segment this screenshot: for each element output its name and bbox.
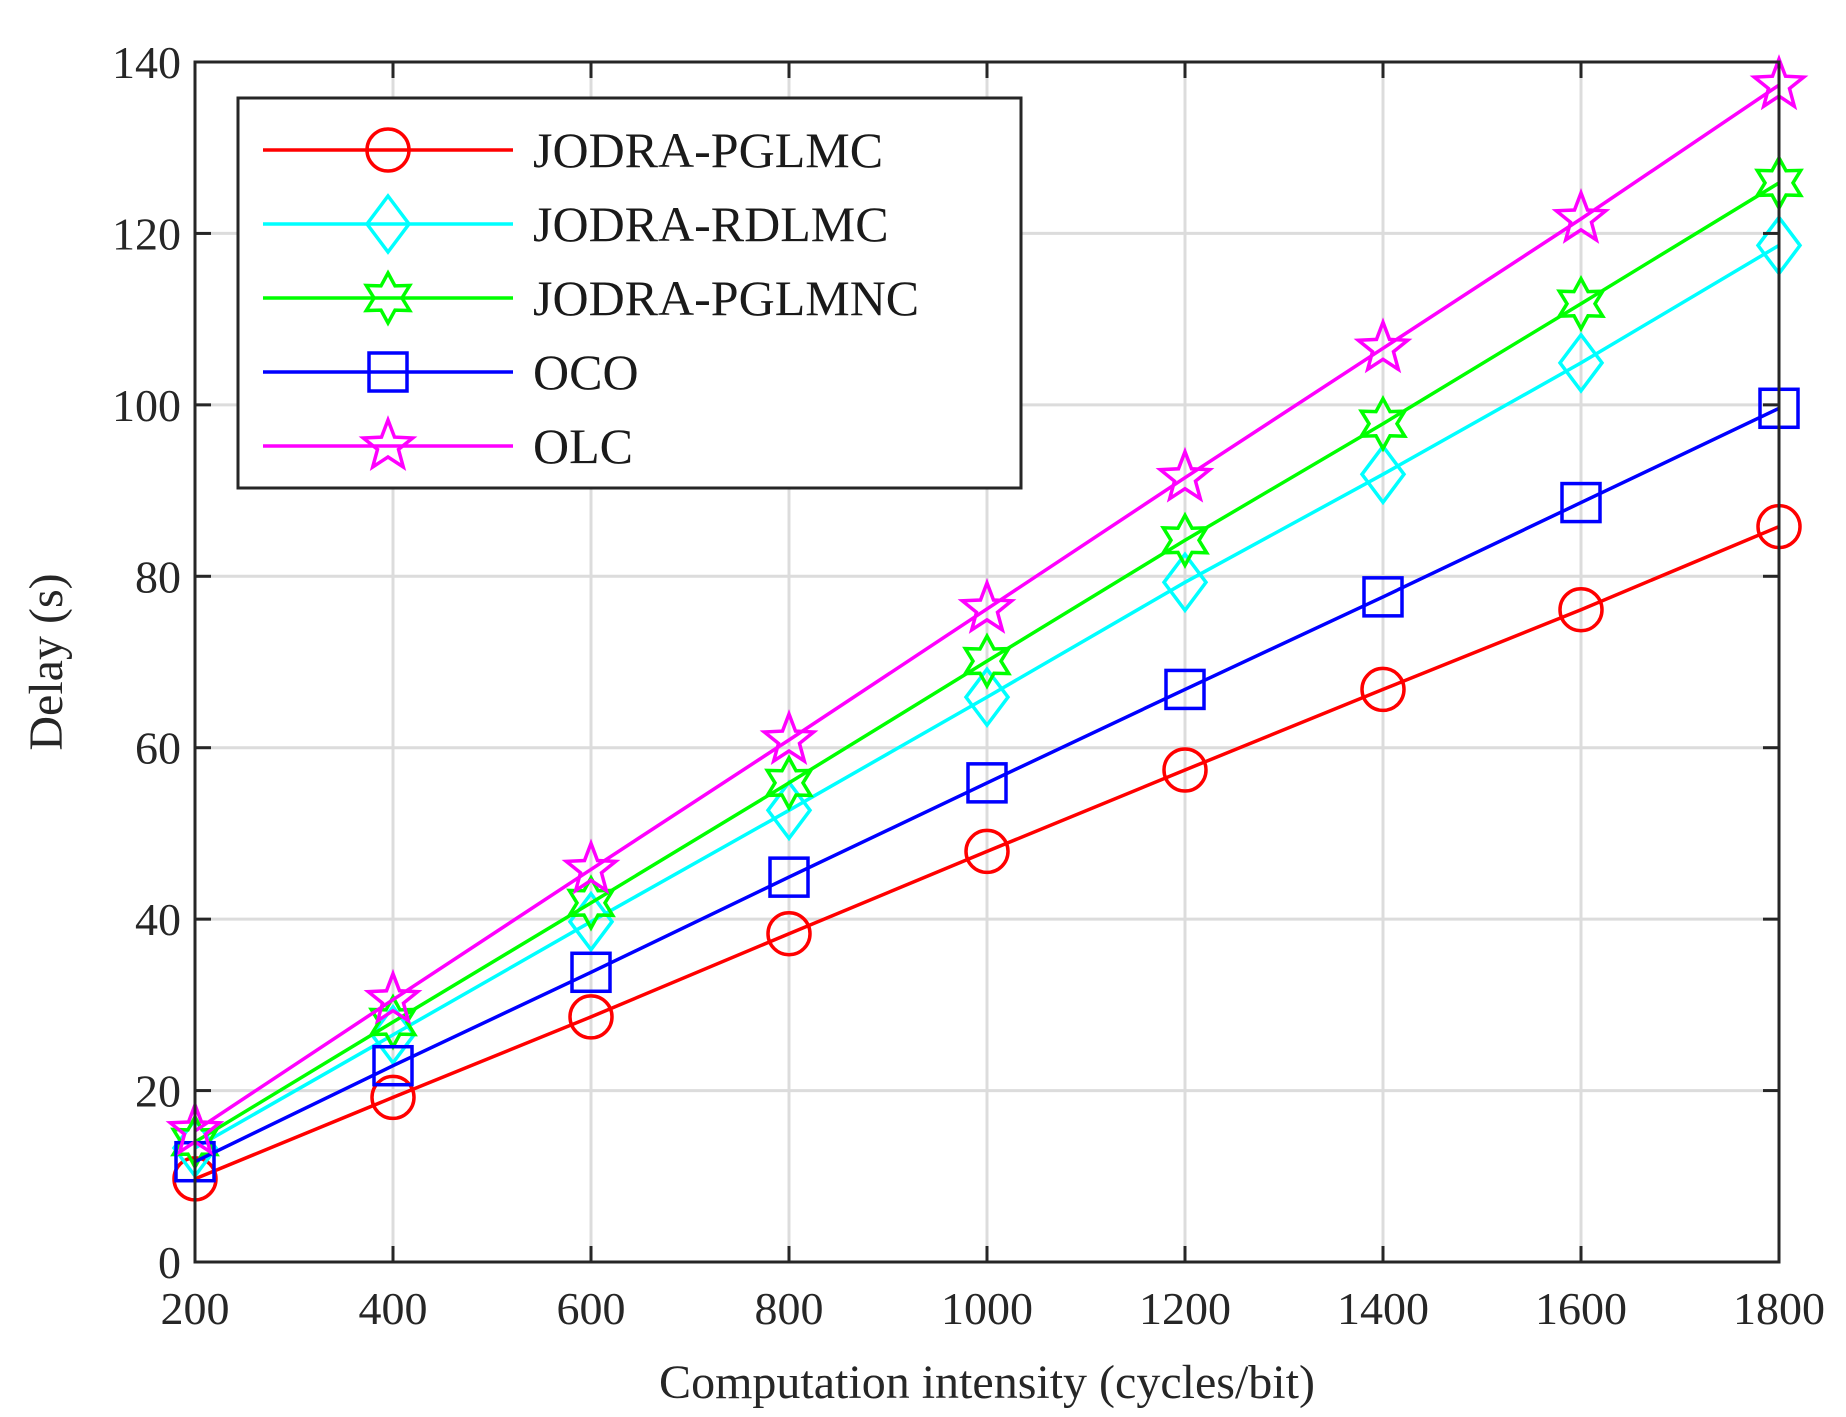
data-point-marker <box>1161 551 1209 614</box>
x-tick-label: 1600 <box>1535 1283 1627 1334</box>
series-olc <box>165 54 1809 1156</box>
legend-marker <box>367 351 409 393</box>
legend-marker <box>364 193 412 255</box>
x-tick-label: 1400 <box>1337 1283 1429 1334</box>
y-tick-label: 20 <box>135 1066 181 1117</box>
x-tick-label: 1000 <box>941 1283 1033 1334</box>
data-point-marker <box>566 874 616 932</box>
y-tick-label: 60 <box>135 723 181 774</box>
data-point-marker <box>768 856 810 898</box>
series-oco <box>174 387 1800 1183</box>
legend-item: JODRA-RDLMC <box>263 193 889 255</box>
data-point-marker <box>765 779 813 842</box>
x-axis-title: Computation intensity (cycles/bit) <box>659 1356 1315 1409</box>
legend-item: JODRA-PGLMC <box>263 122 883 178</box>
y-tick-label: 120 <box>112 208 181 259</box>
x-tick-label: 400 <box>359 1283 428 1334</box>
series-line <box>194 83 1780 1133</box>
data-point-marker <box>759 709 819 765</box>
series-line <box>194 181 1780 1144</box>
data-point-marker <box>766 910 812 957</box>
legend-label: JODRA-PGLMC <box>533 122 883 178</box>
data-point-marker <box>1560 481 1602 524</box>
series-jodra-pglmnc <box>170 154 1804 1171</box>
data-point-marker <box>1160 511 1210 569</box>
legend: JODRA-PGLMC JODRA-RDLMC JODRA-PGLMNC OCO OLC <box>236 96 1023 490</box>
data-point-marker <box>957 577 1017 634</box>
data-point-marker <box>962 632 1012 690</box>
data-point-marker <box>369 1003 417 1066</box>
data-point-marker <box>568 994 614 1040</box>
data-point-marker <box>570 951 612 994</box>
y-tick-label: 80 <box>135 551 181 602</box>
data-point-marker <box>363 968 423 1025</box>
series-layer <box>165 54 1809 1202</box>
data-point-marker <box>1360 666 1406 713</box>
x-tick-label: 600 <box>557 1283 626 1334</box>
data-point-marker <box>561 838 621 895</box>
legend-marker <box>365 127 411 173</box>
y-axis-title: Delay (s) <box>20 573 73 750</box>
data-point-marker <box>1557 331 1605 394</box>
data-point-marker <box>764 754 814 812</box>
series-line <box>194 243 1780 1150</box>
y-tick-label: 100 <box>112 380 181 431</box>
data-point-marker <box>370 1074 416 1121</box>
legend-label: JODRA-PGLMNC <box>533 270 919 326</box>
data-point-marker <box>1162 747 1208 793</box>
series-line <box>194 524 1780 1181</box>
legend-marker <box>358 415 418 471</box>
x-tick-label: 800 <box>755 1283 824 1334</box>
legend-item: OLC <box>263 415 633 474</box>
data-point-marker <box>1551 187 1611 244</box>
data-point-marker <box>1155 446 1215 503</box>
data-point-marker <box>1358 395 1408 453</box>
data-point-marker <box>964 828 1010 875</box>
x-tick-label: 1200 <box>1139 1283 1231 1334</box>
y-tick-label: 0 <box>158 1237 181 1288</box>
legend-item: JODRA-PGLMNC <box>263 269 919 327</box>
axis-ticks: 200 400 600 800 1000 1200 1400 1600 1800 0 20 40 60 8… <box>112 37 1825 1334</box>
data-point-marker <box>1362 576 1404 618</box>
legend-marker <box>363 269 413 327</box>
y-tick-label: 40 <box>135 894 181 945</box>
legend-box <box>236 96 1023 490</box>
data-point-marker <box>1164 668 1206 711</box>
series-line <box>194 406 1780 1164</box>
data-point-marker <box>1353 317 1413 374</box>
legend-item: OCO <box>263 344 639 400</box>
legend-label: JODRA-RDLMC <box>533 196 889 252</box>
x-tick-label: 200 <box>161 1283 230 1334</box>
legend-label: OCO <box>533 344 639 400</box>
data-point-marker <box>1558 586 1604 633</box>
legend-label: OLC <box>533 418 633 474</box>
data-point-marker <box>1556 275 1606 333</box>
data-point-marker <box>372 1044 414 1087</box>
x-tick-label: 1800 <box>1733 1283 1825 1334</box>
data-point-marker <box>963 666 1011 729</box>
data-point-marker <box>966 762 1008 804</box>
data-point-marker <box>1359 443 1407 506</box>
y-tick-label: 140 <box>112 37 181 88</box>
series-jodra-rdlmc <box>171 214 1803 1179</box>
